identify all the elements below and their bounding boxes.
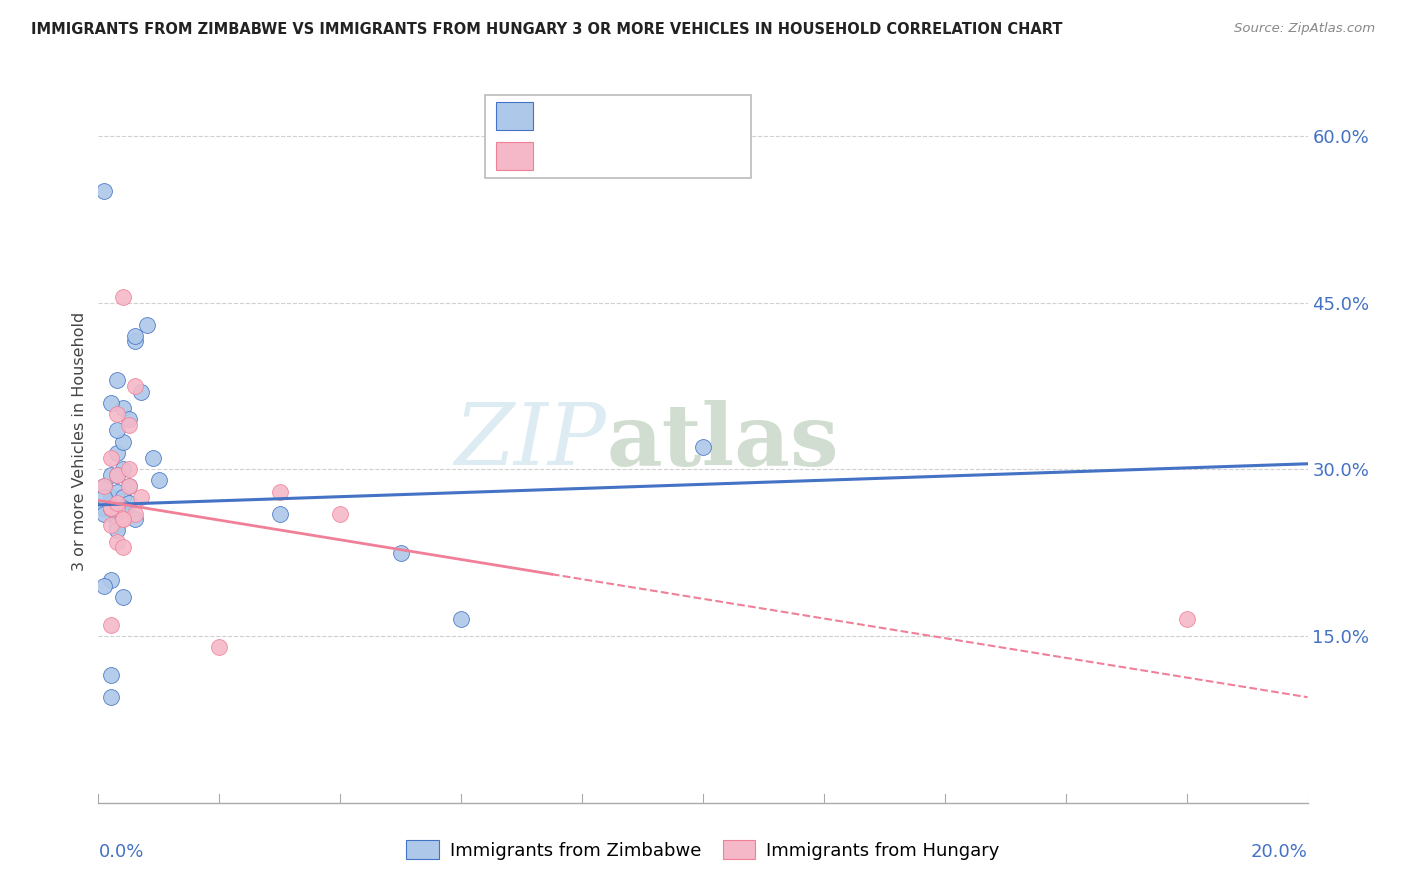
Point (105, 512, 128, 526)
Point (93, 479, 115, 493)
Point (100, 451, 122, 466)
Point (100, 501, 122, 516)
Point (118, 412, 141, 426)
Text: Source: ZipAtlas.com: Source: ZipAtlas.com (1234, 22, 1375, 36)
Point (105, 496, 128, 510)
Point (148, 474, 170, 488)
Point (111, 490, 134, 504)
Point (93, 479, 115, 493)
Point (111, 290, 134, 304)
Point (100, 501, 122, 516)
Point (450, 612, 472, 626)
Point (124, 507, 146, 521)
Text: IMMIGRANTS FROM ZIMBABWE VS IMMIGRANTS FROM HUNGARY 3 OR MORE VEHICLES IN HOUSEH: IMMIGRANTS FROM ZIMBABWE VS IMMIGRANTS F… (31, 22, 1063, 37)
Point (118, 479, 141, 493)
Point (329, 507, 352, 521)
Point (105, 424, 128, 438)
Point (118, 479, 141, 493)
Point (105, 501, 128, 516)
Point (124, 329, 146, 343)
Point (105, 484, 128, 499)
Point (135, 318, 157, 332)
Point (111, 507, 134, 521)
Text: ZIP: ZIP (454, 401, 606, 483)
Point (118, 462, 141, 476)
Point (93, 507, 115, 521)
Point (208, 640, 231, 655)
Point (118, 496, 141, 510)
Point (111, 512, 134, 526)
Point (100, 574, 122, 588)
Point (105, 534, 128, 549)
Point (129, 490, 152, 504)
Point (105, 524, 128, 538)
Point (105, 445, 128, 459)
Point (129, 384, 152, 399)
Point (111, 462, 134, 476)
Text: atlas: atlas (606, 400, 839, 483)
Point (100, 618, 122, 632)
Point (100, 467, 122, 482)
Point (100, 496, 122, 510)
Point (105, 407, 128, 421)
Point (389, 546, 412, 560)
Point (111, 501, 134, 516)
Point (142, 451, 165, 466)
Point (100, 490, 122, 504)
Point (1175, 612, 1198, 626)
Point (100, 501, 122, 516)
Point (124, 379, 146, 393)
Legend: Immigrants from Zimbabwe, Immigrants from Hungary: Immigrants from Zimbabwe, Immigrants fro… (399, 833, 1007, 867)
Point (111, 590, 134, 604)
Point (93, 501, 115, 516)
Point (100, 668, 122, 682)
Text: 20.0%: 20.0% (1251, 843, 1308, 861)
Point (124, 334, 146, 349)
Point (100, 690, 122, 705)
Point (93, 490, 115, 504)
Point (105, 373, 128, 387)
Point (269, 484, 291, 499)
Point (124, 512, 146, 526)
Point (269, 507, 291, 521)
Point (105, 517, 128, 532)
Point (100, 395, 122, 409)
Point (105, 467, 128, 482)
Point (100, 501, 122, 516)
Point (111, 512, 134, 526)
Point (118, 417, 141, 432)
Point (111, 401, 134, 416)
Point (93, 185, 115, 199)
Point (692, 440, 714, 454)
Point (105, 467, 128, 482)
Y-axis label: 3 or more Vehicles in Household: 3 or more Vehicles in Household (72, 312, 87, 571)
Point (111, 540, 134, 554)
Text: 0.0%: 0.0% (98, 843, 143, 861)
Point (100, 517, 122, 532)
Point (93, 579, 115, 593)
Point (111, 434, 134, 449)
